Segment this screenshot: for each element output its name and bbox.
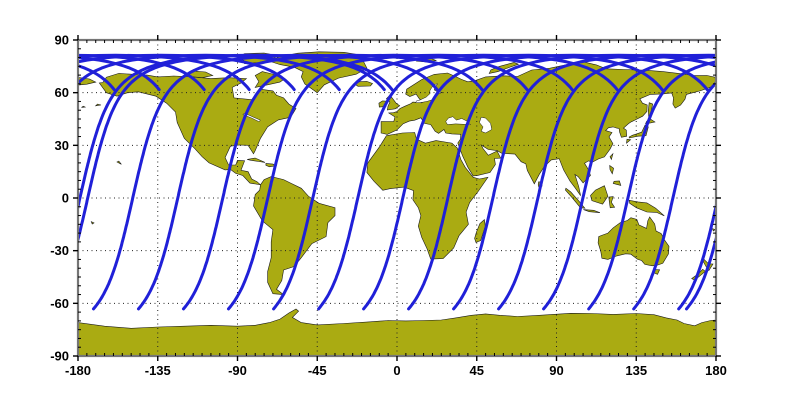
x-axis-label: -45 <box>308 363 327 378</box>
landmass-samoa <box>90 221 95 225</box>
orbit-ground-track <box>78 53 341 92</box>
orbit-ground-track <box>272 53 619 311</box>
land-layer <box>78 51 716 356</box>
axis-labels: -180 -135 -90 -45 0 45 90 135 180 90 60 30 0 -30 -60 -9… <box>50 33 727 379</box>
landmass-java <box>583 209 601 213</box>
y-axis-label: -90 <box>50 349 69 364</box>
orbit-ground-track <box>542 54 716 311</box>
landmass-sumatra <box>565 187 586 209</box>
x-axis-label: 45 <box>470 363 484 378</box>
landmass-africa <box>366 132 489 260</box>
landmass-kyushu <box>626 138 632 144</box>
orbit-ground-track <box>685 233 716 311</box>
landmass-south-america <box>253 176 336 295</box>
landmass-new-guinea <box>628 199 665 217</box>
x-axis-label: 90 <box>549 363 563 378</box>
landmass-cuba <box>247 157 266 163</box>
x-axis-label: 135 <box>625 363 647 378</box>
landmass-fiji <box>712 228 716 232</box>
orbit-ground-track <box>632 80 716 311</box>
orbit-ground-track <box>497 53 716 311</box>
y-axis-label: 0 <box>62 191 69 206</box>
x-axis-label: -90 <box>228 363 247 378</box>
landmass-hawaii <box>116 160 122 165</box>
landmass-eurasia <box>380 61 716 196</box>
orbit-ground-track <box>587 60 716 311</box>
x-axis-label: -180 <box>65 363 91 378</box>
y-axis-label: -60 <box>50 296 69 311</box>
y-axis-label: 90 <box>55 33 69 48</box>
x-axis-label: 0 <box>393 363 400 378</box>
sea-great-lakes <box>242 112 261 122</box>
x-axis-label: -135 <box>145 363 171 378</box>
axis-minor-ticks <box>78 40 716 356</box>
map-layer <box>78 40 716 356</box>
x-axis-label: 180 <box>705 363 727 378</box>
orbit-ground-track <box>227 53 574 311</box>
landmass-luzon <box>609 164 614 175</box>
orbit-ground-track <box>362 53 709 311</box>
landmass-novaya-zemlya <box>488 62 520 74</box>
sea-black-sea <box>445 116 472 126</box>
landmass-aleutians-e <box>94 103 102 107</box>
orbit-ground-track <box>407 53 716 311</box>
landmass-aleutians-w <box>81 105 87 108</box>
sea-caspian-sea <box>479 116 493 134</box>
axis-ticks <box>73 35 721 361</box>
landmass-hispaniola <box>265 163 277 168</box>
orbit-ground-track <box>452 53 716 311</box>
orbit-ground-track <box>78 53 386 214</box>
landmass-taiwan <box>609 152 614 161</box>
y-axis-label: 60 <box>55 85 69 100</box>
landmass-madagascar <box>474 219 486 243</box>
orbit-ground-track <box>677 199 716 311</box>
y-axis-label: 30 <box>55 138 69 153</box>
orbit-ground-track <box>182 53 529 311</box>
graticule-layer <box>78 40 716 356</box>
landmass-sulawesi <box>608 196 616 209</box>
y-axis-label: -30 <box>50 243 69 258</box>
landmass-borneo <box>590 185 609 205</box>
landmass-mindanao <box>612 180 622 186</box>
orbit-ground-track <box>78 53 296 92</box>
orbit-tracks-layer <box>78 53 716 311</box>
orbit-ground-track <box>137 53 484 311</box>
orbit-ground-track <box>317 53 664 311</box>
